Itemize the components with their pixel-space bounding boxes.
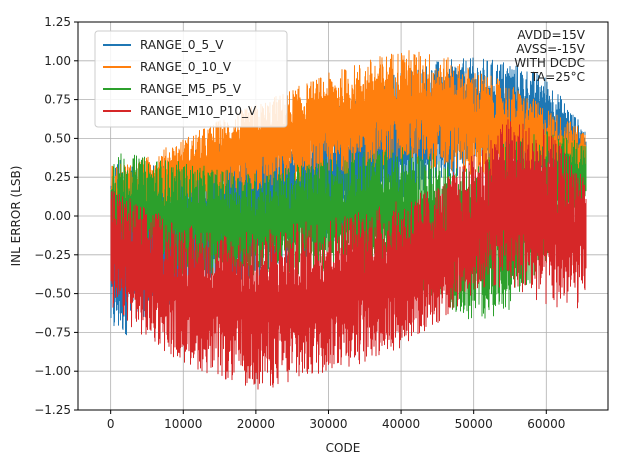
x-tick-label: 30000 — [309, 417, 347, 431]
legend-label: RANGE_0_5_V — [140, 38, 224, 52]
y-tick-label: −1.25 — [34, 403, 71, 417]
annotation-line: AVSS=-15V — [516, 42, 586, 56]
y-tick-label: 0.25 — [44, 170, 71, 184]
x-axis-label: CODE — [326, 441, 361, 455]
y-tick-label: 0.50 — [44, 131, 71, 145]
annotation-line: AVDD=15V — [517, 28, 585, 42]
x-tick-label: 50000 — [455, 417, 493, 431]
y-tick-label: −1.00 — [34, 364, 71, 378]
legend-label: RANGE_0_10_V — [140, 60, 232, 74]
y-tick-label: 1.00 — [44, 54, 71, 68]
x-tick-label: 20000 — [237, 417, 275, 431]
y-tick-label: 1.25 — [44, 15, 71, 29]
series-line-range-m10-p10-v — [110, 119, 587, 390]
x-tick-label: 10000 — [164, 417, 202, 431]
y-tick-label: −0.75 — [34, 325, 71, 339]
x-tick-label: 0 — [107, 417, 115, 431]
annotation-line: TA=25°C — [530, 70, 585, 84]
y-tick-label: 0.75 — [44, 93, 71, 107]
y-tick-label: −0.25 — [34, 248, 71, 262]
legend: RANGE_0_5_V RANGE_0_10_V RANGE_M5_P5_V RANG… — [94, 30, 288, 128]
y-axis-label: INL ERROR (LSB) — [9, 166, 23, 267]
x-tick-label: 60000 — [527, 417, 565, 431]
y-tick-label: −0.50 — [34, 287, 71, 301]
y-tick-label: 0.00 — [44, 209, 71, 223]
legend-label: RANGE_M10_P10_V — [140, 104, 257, 118]
annotation-line: WITH DCDC — [514, 56, 585, 70]
legend-box — [94, 30, 288, 128]
legend-label: RANGE_M5_P5_V — [140, 82, 242, 96]
x-tick-label: 40000 — [382, 417, 420, 431]
